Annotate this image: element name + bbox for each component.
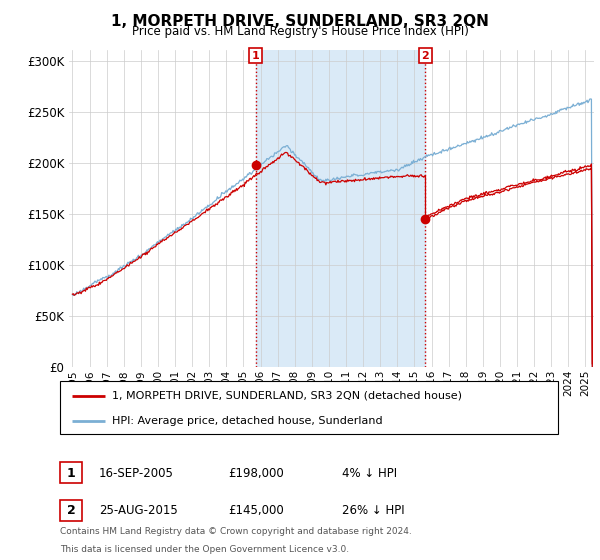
Text: 1, MORPETH DRIVE, SUNDERLAND, SR3 2QN (detached house): 1, MORPETH DRIVE, SUNDERLAND, SR3 2QN (d… bbox=[112, 391, 462, 401]
Text: Price paid vs. HM Land Registry's House Price Index (HPI): Price paid vs. HM Land Registry's House … bbox=[131, 25, 469, 38]
Bar bbox=[256, 50, 425, 367]
Text: £198,000: £198,000 bbox=[228, 466, 284, 480]
Text: £145,000: £145,000 bbox=[228, 504, 284, 517]
Text: 1, MORPETH DRIVE, SUNDERLAND, SR3 2QN: 1, MORPETH DRIVE, SUNDERLAND, SR3 2QN bbox=[111, 14, 489, 29]
Text: HPI: Average price, detached house, Sunderland: HPI: Average price, detached house, Sund… bbox=[112, 416, 383, 426]
Text: This data is licensed under the Open Government Licence v3.0.: This data is licensed under the Open Gov… bbox=[60, 545, 349, 554]
Text: 1: 1 bbox=[67, 466, 76, 480]
Text: 2: 2 bbox=[67, 504, 76, 517]
FancyBboxPatch shape bbox=[60, 381, 558, 434]
Text: 26% ↓ HPI: 26% ↓ HPI bbox=[342, 504, 404, 517]
Text: 25-AUG-2015: 25-AUG-2015 bbox=[99, 504, 178, 517]
Text: 16-SEP-2005: 16-SEP-2005 bbox=[99, 466, 174, 480]
Text: Contains HM Land Registry data © Crown copyright and database right 2024.: Contains HM Land Registry data © Crown c… bbox=[60, 528, 412, 536]
Text: 2: 2 bbox=[422, 50, 429, 60]
Text: 1: 1 bbox=[251, 50, 259, 60]
Text: 4% ↓ HPI: 4% ↓ HPI bbox=[342, 466, 397, 480]
